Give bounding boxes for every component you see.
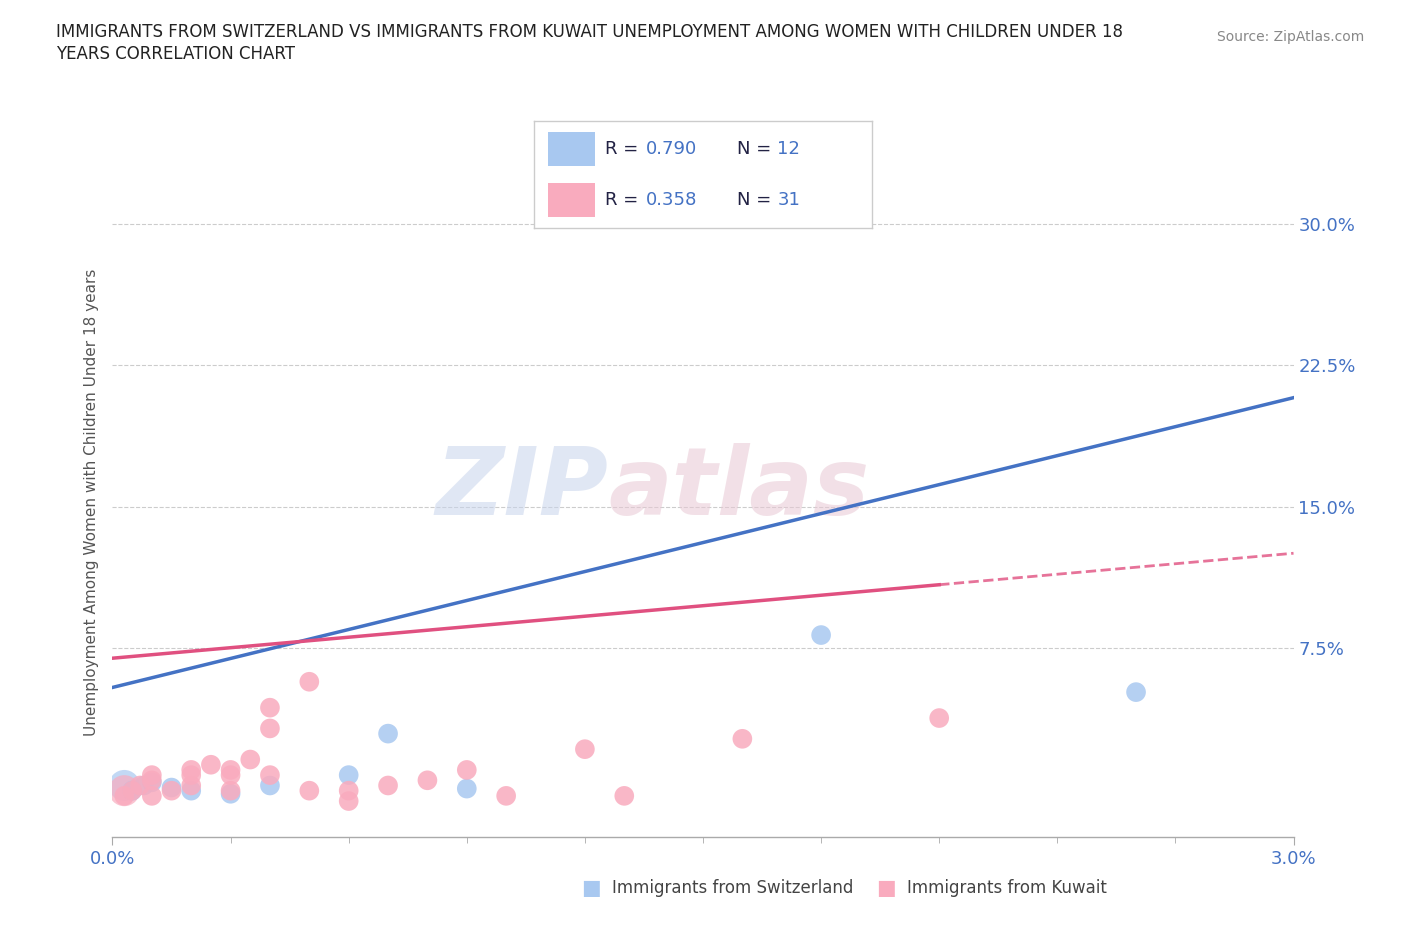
Text: YEARS CORRELATION CHART: YEARS CORRELATION CHART: [56, 45, 295, 62]
Point: [200, 622, 222, 637]
Point: [456, 666, 478, 681]
Point: [121, 670, 143, 684]
Text: R =: R =: [605, 191, 644, 209]
Text: 0.358: 0.358: [645, 191, 697, 209]
Text: Immigrants from Switzerland: Immigrants from Switzerland: [612, 879, 853, 897]
Text: ZIP: ZIP: [436, 443, 609, 535]
Point: [141, 654, 163, 669]
Point: [337, 688, 360, 703]
Point: [259, 518, 281, 533]
Point: [141, 641, 163, 656]
Point: [112, 670, 135, 684]
Point: [141, 679, 163, 694]
Point: [259, 556, 281, 571]
Text: ■: ■: [876, 878, 896, 898]
Point: [495, 679, 517, 694]
Point: [160, 670, 183, 684]
Y-axis label: Unemployment Among Women with Children Under 18 years: Unemployment Among Women with Children U…: [83, 269, 98, 736]
Point: [180, 631, 202, 646]
Point: [337, 670, 360, 684]
Point: [377, 659, 399, 674]
Point: [298, 472, 321, 486]
Point: [219, 641, 242, 656]
Point: [810, 386, 832, 401]
FancyBboxPatch shape: [548, 132, 595, 166]
Text: 31: 31: [778, 191, 800, 209]
Point: [456, 631, 478, 646]
Text: 0.790: 0.790: [645, 140, 697, 158]
FancyBboxPatch shape: [548, 183, 595, 218]
Text: ■: ■: [581, 878, 600, 898]
Point: [219, 675, 242, 690]
Point: [180, 670, 202, 684]
Point: [574, 593, 596, 608]
Point: [259, 659, 281, 674]
Text: Immigrants from Kuwait: Immigrants from Kuwait: [907, 879, 1107, 897]
Point: [416, 650, 439, 665]
Point: [219, 631, 242, 646]
Point: [129, 659, 152, 674]
Text: R =: R =: [605, 140, 644, 158]
Text: N =: N =: [737, 140, 776, 158]
Point: [112, 679, 135, 694]
Point: [928, 538, 950, 552]
Point: [731, 575, 754, 590]
Point: [377, 565, 399, 580]
Point: [180, 641, 202, 656]
Point: [259, 641, 281, 656]
Point: [239, 613, 262, 628]
Point: [112, 659, 135, 674]
Text: Source: ZipAtlas.com: Source: ZipAtlas.com: [1216, 30, 1364, 44]
Point: [121, 670, 143, 684]
Point: [613, 679, 636, 694]
Text: atlas: atlas: [609, 443, 870, 535]
Point: [219, 670, 242, 684]
Point: [1125, 490, 1147, 505]
Point: [298, 670, 321, 684]
Point: [132, 659, 155, 674]
Text: IMMIGRANTS FROM SWITZERLAND VS IMMIGRANTS FROM KUWAIT UNEMPLOYMENT AMONG WOMEN W: IMMIGRANTS FROM SWITZERLAND VS IMMIGRANT…: [56, 23, 1123, 41]
Point: [141, 650, 163, 665]
Text: N =: N =: [737, 191, 776, 209]
Text: 12: 12: [778, 140, 800, 158]
Point: [160, 664, 183, 679]
Point: [180, 659, 202, 674]
Point: [337, 641, 360, 656]
